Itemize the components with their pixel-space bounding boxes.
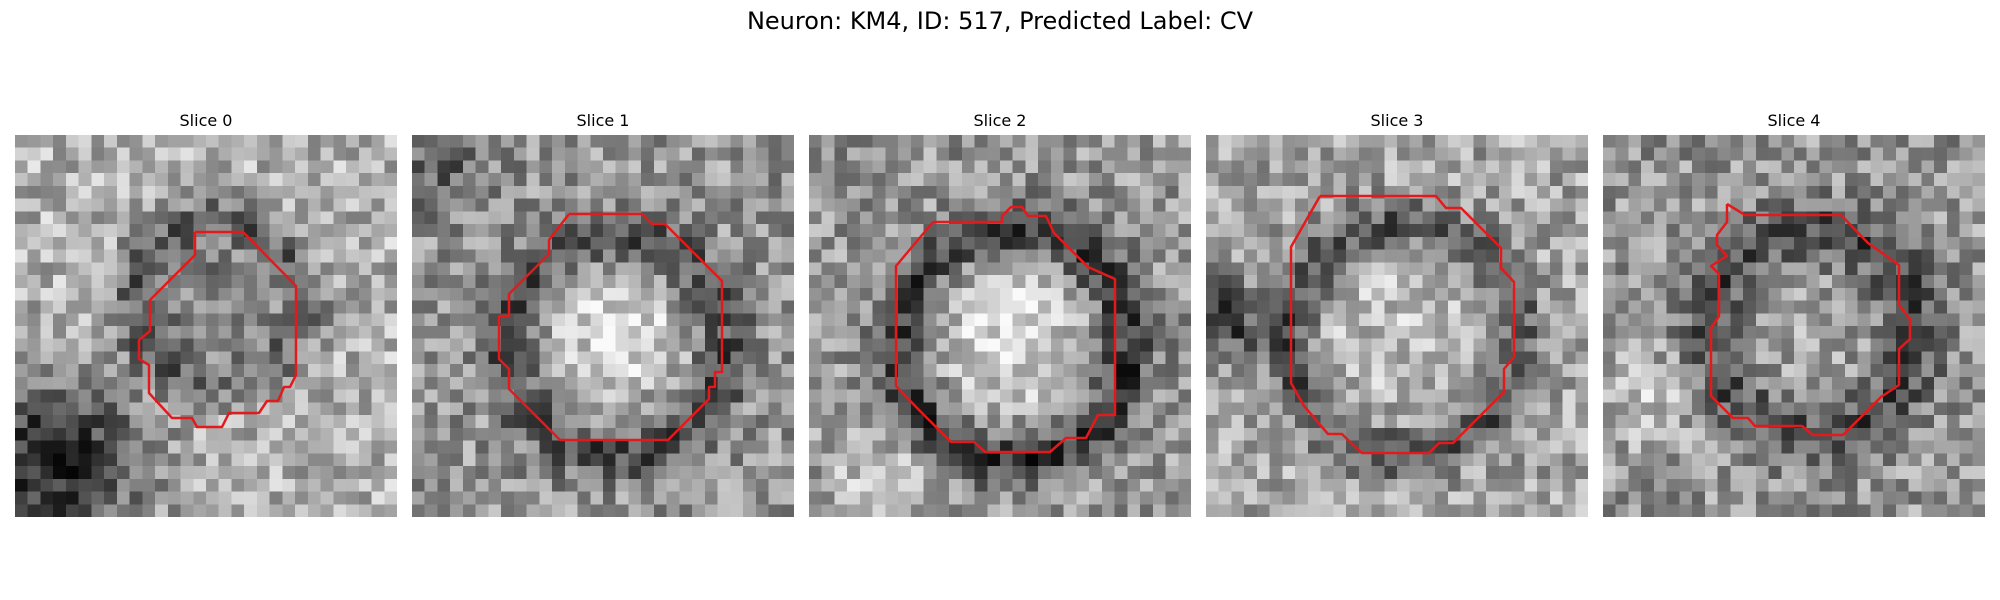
- neuron-contour: [1709, 202, 1912, 437]
- slice-title: Slice 2: [973, 111, 1027, 130]
- contour-overlay-icon: [497, 212, 724, 442]
- slice-image: [1206, 135, 1588, 517]
- slice-image: [809, 135, 1191, 517]
- slice-panel-3: Slice 3: [1206, 110, 1588, 517]
- neuron-contour: [1289, 194, 1516, 455]
- slice-title: Slice 1: [576, 111, 630, 130]
- slice-title: Slice 0: [179, 111, 233, 130]
- slice-title: Slice 4: [1767, 111, 1821, 130]
- neuron-contour: [497, 212, 724, 442]
- slice-image: [412, 135, 794, 517]
- slice-image: [15, 135, 397, 517]
- slice-title: Slice 3: [1370, 111, 1424, 130]
- slice-panel-2: Slice 2: [809, 110, 1191, 517]
- contour-overlay-icon: [894, 205, 1117, 454]
- neuron-contour: [137, 230, 298, 429]
- grayscale-patch-icon: [1603, 135, 1985, 517]
- figure-title: Neuron: KM4, ID: 517, Predicted Label: C…: [746, 7, 1254, 35]
- grayscale-patch-icon: [412, 135, 794, 517]
- slice-image: [1603, 135, 1985, 517]
- grayscale-patch-icon: [809, 135, 1191, 517]
- neuron-contour: [894, 205, 1117, 454]
- slice-panel-0: Slice 0: [15, 110, 397, 517]
- contour-overlay-icon: [137, 230, 298, 429]
- grayscale-patch-icon: [15, 135, 397, 517]
- contour-overlay-icon: [1709, 202, 1912, 437]
- slice-panel-1: Slice 1: [412, 110, 794, 517]
- contour-overlay-icon: [1289, 194, 1516, 455]
- slice-panel-4: Slice 4: [1603, 110, 1985, 517]
